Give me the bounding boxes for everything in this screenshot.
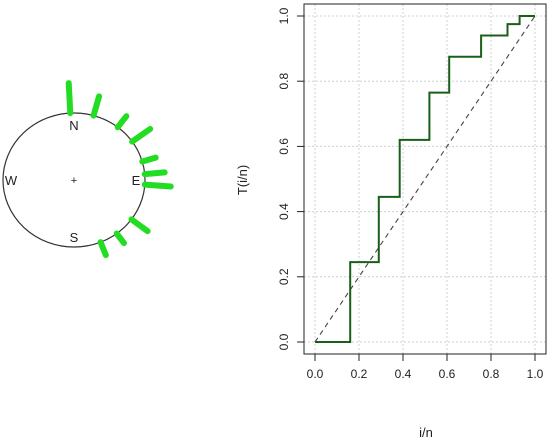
- plot-frame: [303, 3, 547, 355]
- y-tick-label: 0.4: [277, 203, 291, 220]
- west-label: W: [5, 173, 18, 188]
- rose-bar-8: [128, 216, 151, 235]
- rose-bar-1: [65, 80, 74, 117]
- rose-bar-9: [113, 230, 127, 247]
- north-label: N: [69, 118, 78, 133]
- south-label: S: [70, 230, 79, 245]
- center-mark: +: [71, 175, 77, 187]
- circle-outline: [2, 112, 146, 248]
- y-tick-label: 0.6: [277, 138, 291, 155]
- y-tick-label: 1.0: [277, 7, 291, 24]
- x-axis-label: i/n: [419, 425, 433, 440]
- x-tick-label: 0.4: [395, 367, 412, 381]
- x-tick-label: 0.8: [483, 367, 500, 381]
- y-tick-label: 0.2: [277, 268, 291, 285]
- y-axis-label: T(i/n): [235, 165, 250, 195]
- y-axis: 0.0 0.2 0.4 0.6 0.8 1.0: [277, 7, 304, 350]
- rose-bar-10: [97, 239, 109, 259]
- rose-bar-3: [114, 113, 130, 131]
- x-tick-label: 0.0: [307, 367, 324, 381]
- step-line: [315, 15, 535, 343]
- chart: 0.0 0.2 0.4 0.6 0.8 1.0 0.0 0.2 0.4 0.6 0.8 1.0 i/…: [235, 3, 547, 440]
- reference-line: [314, 15, 536, 343]
- x-axis: 0.0 0.2 0.4 0.6 0.8 1.0: [307, 354, 544, 381]
- x-tick-label: 1.0: [527, 367, 544, 381]
- grid: [304, 4, 546, 354]
- y-tick-label: 0.0: [277, 333, 291, 350]
- rose-bar-6: [141, 169, 168, 178]
- x-tick-label: 0.2: [351, 367, 368, 381]
- rose-bar-7: [141, 181, 174, 190]
- rose-bars: [65, 80, 174, 259]
- east-label: E: [132, 173, 141, 188]
- rose-bar-2: [90, 93, 103, 119]
- circular-plot: N E S W +: [2, 80, 174, 259]
- x-tick-label: 0.6: [439, 367, 456, 381]
- y-tick-label: 0.8: [277, 73, 291, 90]
- rose-bar-5: [139, 154, 159, 165]
- rose-bar-4: [129, 125, 154, 145]
- series-layer: [314, 15, 536, 343]
